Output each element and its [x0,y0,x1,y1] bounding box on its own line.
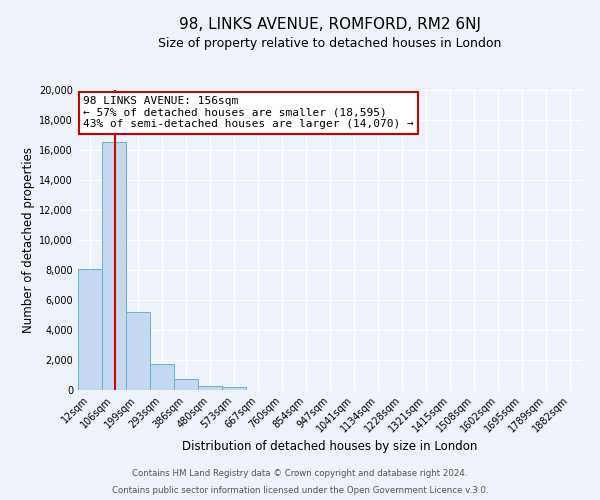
Text: Contains public sector information licensed under the Open Government Licence v.: Contains public sector information licen… [112,486,488,495]
Text: Contains HM Land Registry data © Crown copyright and database right 2024.: Contains HM Land Registry data © Crown c… [132,468,468,477]
Text: 98 LINKS AVENUE: 156sqm
← 57% of detached houses are smaller (18,595)
43% of sem: 98 LINKS AVENUE: 156sqm ← 57% of detache… [83,96,414,129]
Bar [222,387,246,390]
Text: Size of property relative to detached houses in London: Size of property relative to detached ho… [158,38,502,51]
Text: 98, LINKS AVENUE, ROMFORD, RM2 6NJ: 98, LINKS AVENUE, ROMFORD, RM2 6NJ [179,18,481,32]
Bar [102,142,126,390]
X-axis label: Distribution of detached houses by size in London: Distribution of detached houses by size … [182,440,478,452]
Bar [126,312,150,390]
Bar [198,386,222,390]
Bar [174,379,198,390]
Bar [150,364,174,390]
Y-axis label: Number of detached properties: Number of detached properties [22,147,35,333]
Bar [78,269,102,390]
